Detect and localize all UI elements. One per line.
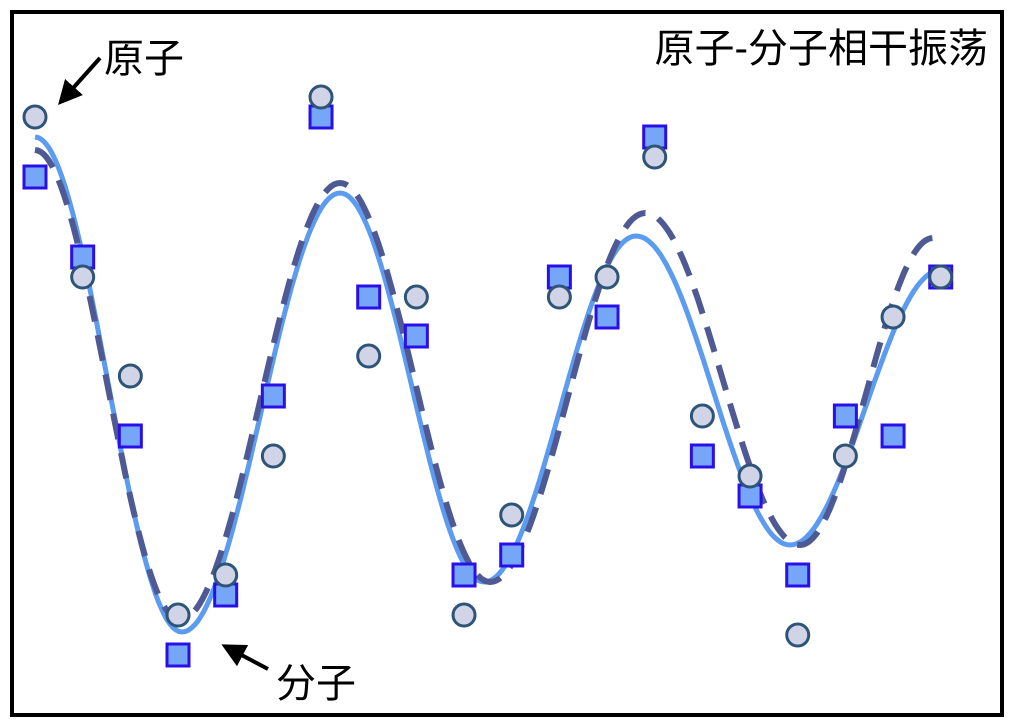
circles-point [928, 264, 954, 290]
circles-point [308, 84, 334, 110]
squares-point [165, 642, 191, 668]
circles-point [594, 264, 620, 290]
circles-point [546, 284, 572, 310]
circles-point [356, 343, 382, 369]
squares-point [594, 304, 620, 330]
annotation-atom-arrow [57, 56, 102, 105]
circles-point [737, 463, 763, 489]
squares-point [499, 542, 525, 568]
circles-point [70, 264, 96, 290]
squares-point [832, 403, 858, 429]
squares-point [22, 164, 48, 190]
squares-point [403, 323, 429, 349]
annotation-molecule-arrow [221, 644, 269, 671]
circles-point [880, 304, 906, 330]
circles-point [642, 144, 668, 170]
squares-point [689, 443, 715, 469]
circles-point [165, 602, 191, 628]
squares-point [260, 383, 286, 409]
chart-title: 原子-分子相干振荡 [654, 26, 988, 72]
squares-point [117, 423, 143, 449]
circles-point [22, 104, 48, 130]
circles-point [117, 363, 143, 389]
circles-point [499, 502, 525, 528]
plot-frame [10, 10, 1004, 717]
circles-point [403, 284, 429, 310]
squares-point [356, 284, 382, 310]
annotation-molecule: 分子 [276, 661, 356, 707]
annotation-atom: 原子 [104, 36, 184, 82]
squares-point [880, 423, 906, 449]
squares-point [785, 562, 811, 588]
circles-point [832, 443, 858, 469]
circles-point [451, 602, 477, 628]
circles-point [213, 562, 239, 588]
circles-point [260, 443, 286, 469]
squares-point [451, 562, 477, 588]
circles-point [689, 403, 715, 429]
circles-point [785, 622, 811, 648]
